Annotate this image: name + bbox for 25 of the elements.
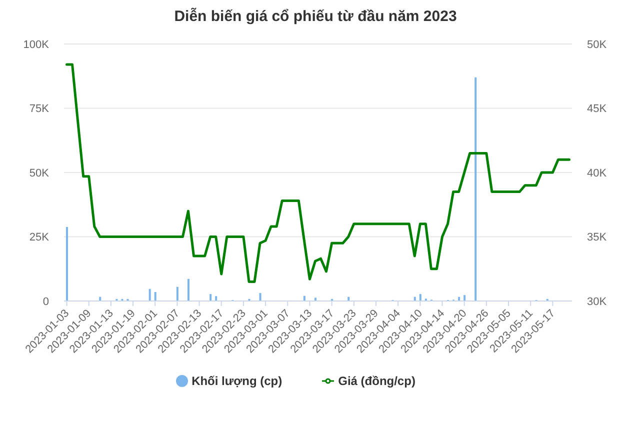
- y-tick-label: 100K: [23, 38, 50, 51]
- bar: [66, 226, 68, 301]
- bar: [148, 288, 151, 301]
- bar: [474, 77, 477, 301]
- bar: [176, 286, 178, 301]
- chart-title: Diễn biến giá cổ phiếu từ đầu năm 2023: [173, 7, 458, 27]
- y-tick-label: 75K: [29, 103, 50, 116]
- bar: [419, 294, 422, 301]
- y2-tick-label: 40K: [587, 167, 608, 180]
- y-tick-label: 0: [42, 296, 49, 308]
- y-tick-label: 25K: [29, 232, 50, 244]
- legend-label: Khối lượng (cp): [192, 374, 282, 388]
- y2-tick-label: 50K: [587, 38, 608, 51]
- y2-tick-label: 35K: [587, 232, 608, 244]
- bar: [259, 293, 262, 301]
- bar: [464, 295, 466, 301]
- line-series: [66, 63, 570, 283]
- bar: [154, 292, 156, 301]
- y2-tick-label: 30K: [587, 296, 608, 308]
- y-tick-label: 50K: [29, 167, 50, 180]
- bar: [187, 278, 190, 301]
- bar: [210, 294, 212, 301]
- legend-label: Giá (đồng/cp): [338, 374, 416, 388]
- y2-tick-label: 45K: [587, 103, 608, 116]
- bar: [215, 296, 218, 301]
